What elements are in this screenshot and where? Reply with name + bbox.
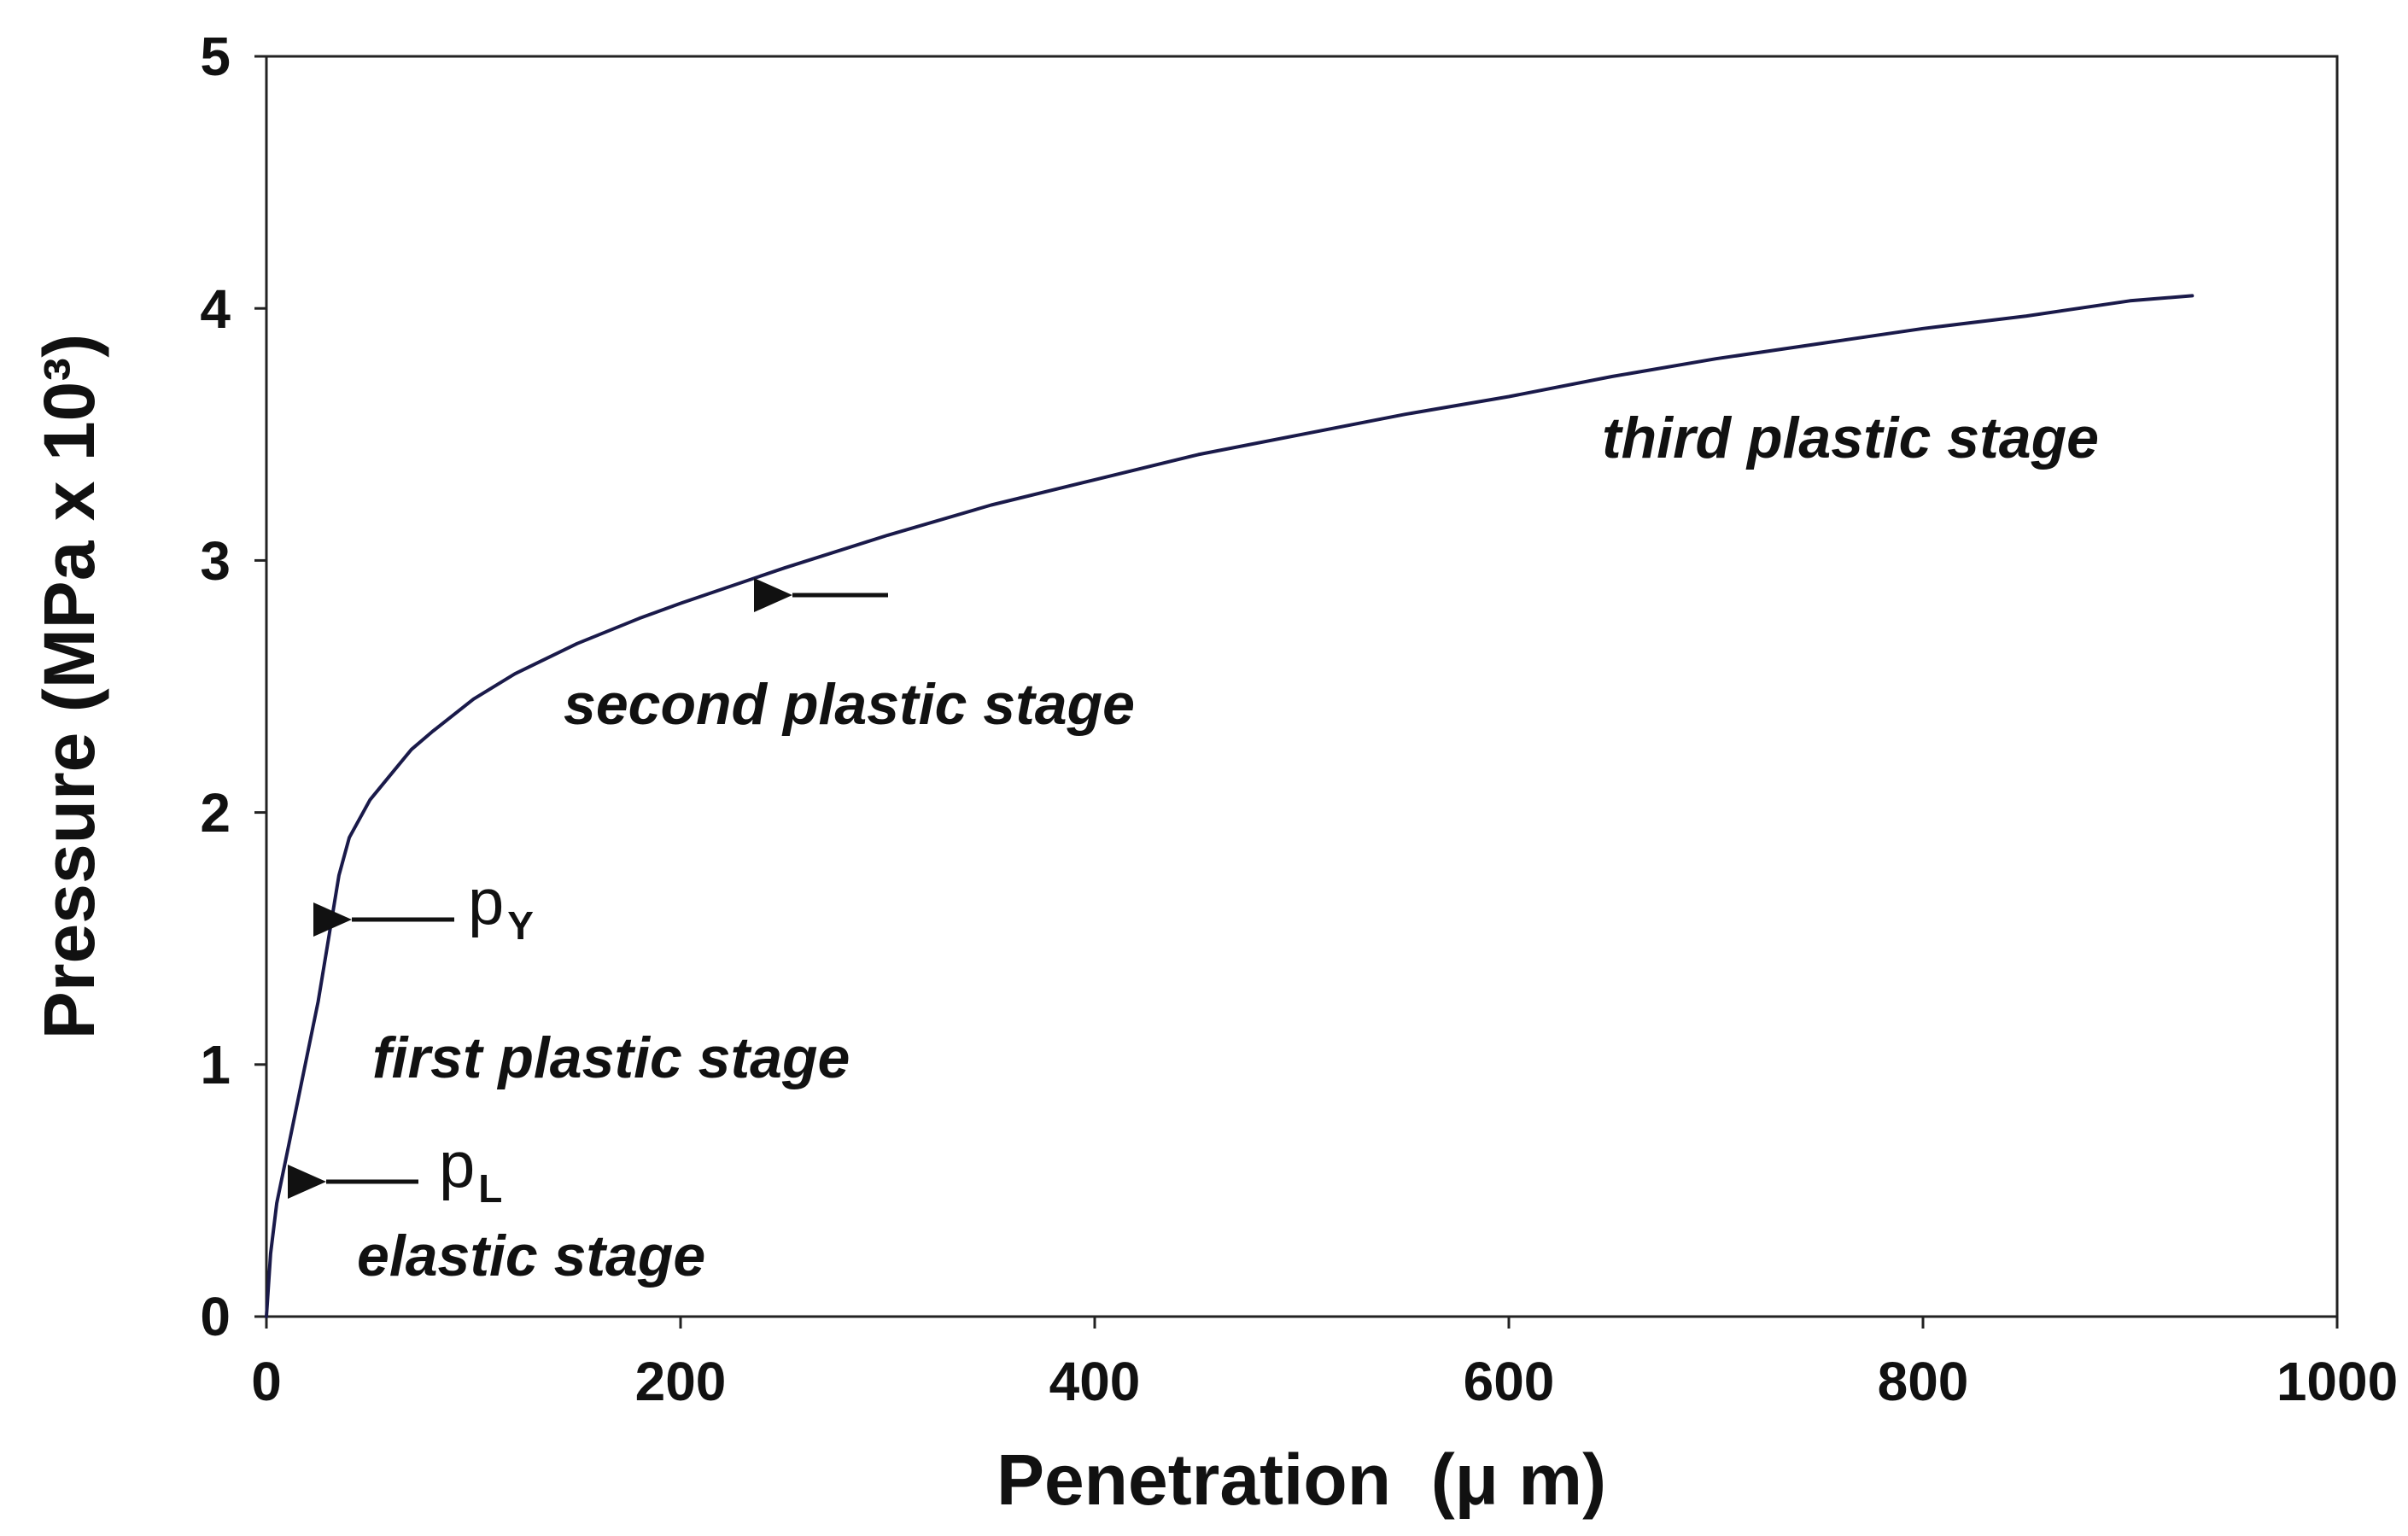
y-tick-label: 3 <box>200 530 231 592</box>
y-tick-label: 5 <box>200 26 231 87</box>
x-tick-labels: 0 200 400 600 800 1000 <box>251 1351 2398 1412</box>
x-tick-label: 200 <box>635 1351 727 1412</box>
y-tick-marks <box>254 55 266 1318</box>
p-y-main: p <box>468 866 504 938</box>
y-tick-labels: 0 1 2 3 4 5 <box>200 26 231 1347</box>
x-tick-label: 800 <box>1878 1351 1969 1412</box>
pressure-curve-line <box>265 294 2195 1318</box>
p-y-subscript: Y <box>507 903 534 948</box>
x-tick-label: 0 <box>251 1351 282 1412</box>
elastic-stage-label: elastic stage <box>357 1224 705 1288</box>
x-tick-label: 400 <box>1049 1351 1141 1412</box>
x-tick-marks <box>265 1317 2339 1329</box>
p-l-subscript: L <box>478 1166 502 1211</box>
y-tick-label: 0 <box>200 1286 231 1347</box>
x-tick-label: 600 <box>1464 1351 1555 1412</box>
second-plastic-stage-label: second plastic stage <box>564 672 1135 737</box>
first-plastic-stage-label: first plastic stage <box>372 1025 850 1090</box>
p-y-label: pY <box>468 866 534 948</box>
y-tick-label: 4 <box>200 278 231 340</box>
p-l-main: p <box>439 1129 475 1201</box>
p-l-label: pL <box>439 1129 502 1211</box>
y-tick-label: 2 <box>200 782 231 844</box>
x-axis-title: Penetration (μ m) <box>997 1440 1606 1520</box>
y-tick-label: 1 <box>200 1034 231 1095</box>
x-tick-label: 1000 <box>2276 1351 2398 1412</box>
third-plastic-stage-label: third plastic stage <box>1602 406 2099 470</box>
y-axis-title: Pressure (MPa x 10³) <box>29 334 109 1039</box>
plot-frame <box>265 55 2339 1318</box>
